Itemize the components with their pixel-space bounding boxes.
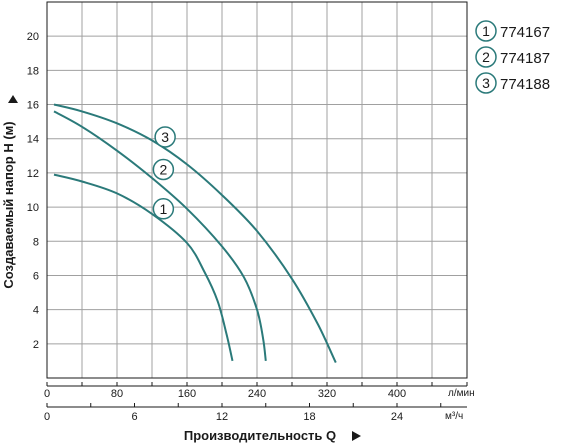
x-tick-label: 80 [111, 388, 123, 400]
y-tick-label: 6 [33, 270, 39, 282]
y-tick-label: 16 [27, 100, 39, 112]
curve-markers: 1 2 3 [152, 126, 176, 220]
series-line-1 [53, 173, 234, 362]
legend-series-name: 774167 [500, 24, 550, 41]
series-line-2 [53, 110, 267, 362]
y-axis-arrow [8, 95, 18, 103]
legend-marker-circle [475, 46, 497, 68]
x-axis-unit-primary: л/мин [448, 388, 475, 399]
x2-tick-label: 24 [391, 411, 403, 423]
curve-marker-label: 3 [161, 129, 169, 145]
x2-tick-label: 6 [131, 411, 137, 423]
y-tick-label: 4 [33, 305, 39, 317]
legend-item-2: 2 774187 [475, 46, 550, 68]
legend-marker-label: 2 [482, 49, 490, 65]
x-axis-unit-secondary: м³/ч [445, 411, 463, 422]
curve-marker-label: 2 [159, 161, 167, 177]
x2-tick-label: 18 [303, 411, 315, 423]
legend-marker-circle [475, 72, 497, 94]
series-lines [53, 103, 337, 364]
x2-tick-label: 0 [44, 411, 50, 423]
legend-series-name: 774187 [500, 50, 550, 67]
y-tick-label: 10 [27, 202, 39, 214]
y-tick-label: 20 [27, 31, 39, 43]
x-tick-label: 240 [248, 388, 266, 400]
legend-marker-label: 3 [482, 75, 490, 91]
x-tick-label: 400 [388, 388, 406, 400]
curve-marker-circle [154, 126, 176, 148]
x-axis-title: Производительность Q [184, 428, 336, 443]
legend-item-3: 3 774188 [475, 72, 550, 94]
curve-marker-circle [152, 158, 175, 181]
y-tick-label: 8 [33, 236, 39, 248]
x-tick-label: 0 [44, 388, 50, 400]
y-tick-label: 14 [27, 134, 39, 146]
legend-marker-circle [475, 20, 497, 42]
y-axis-title: Создаваемый напор Н (м) [1, 121, 16, 288]
plot-frame [46, 1, 468, 379]
series-line-3 [53, 103, 337, 364]
curve-marker-1: 1 [152, 198, 175, 220]
y-tick-label: 12 [27, 168, 39, 180]
curve-marker-3: 3 [154, 126, 176, 148]
legend-series-name: 774188 [500, 76, 550, 93]
curve-marker-circle [152, 198, 175, 220]
curve-marker-2: 2 [152, 158, 175, 181]
y-tick-label: 2 [33, 339, 39, 351]
x-tick-label: 160 [178, 388, 196, 400]
legend: 1 774167 2 774187 3 774188 [475, 20, 550, 94]
y-tick-label: 18 [27, 65, 39, 77]
curve-marker-label: 1 [159, 201, 167, 217]
legend-item-1: 1 774167 [475, 20, 550, 42]
x-tick-label: 320 [318, 388, 336, 400]
x-axis-arrow [352, 431, 361, 441]
legend-marker-label: 1 [482, 23, 490, 39]
x2-tick-label: 12 [216, 411, 228, 423]
